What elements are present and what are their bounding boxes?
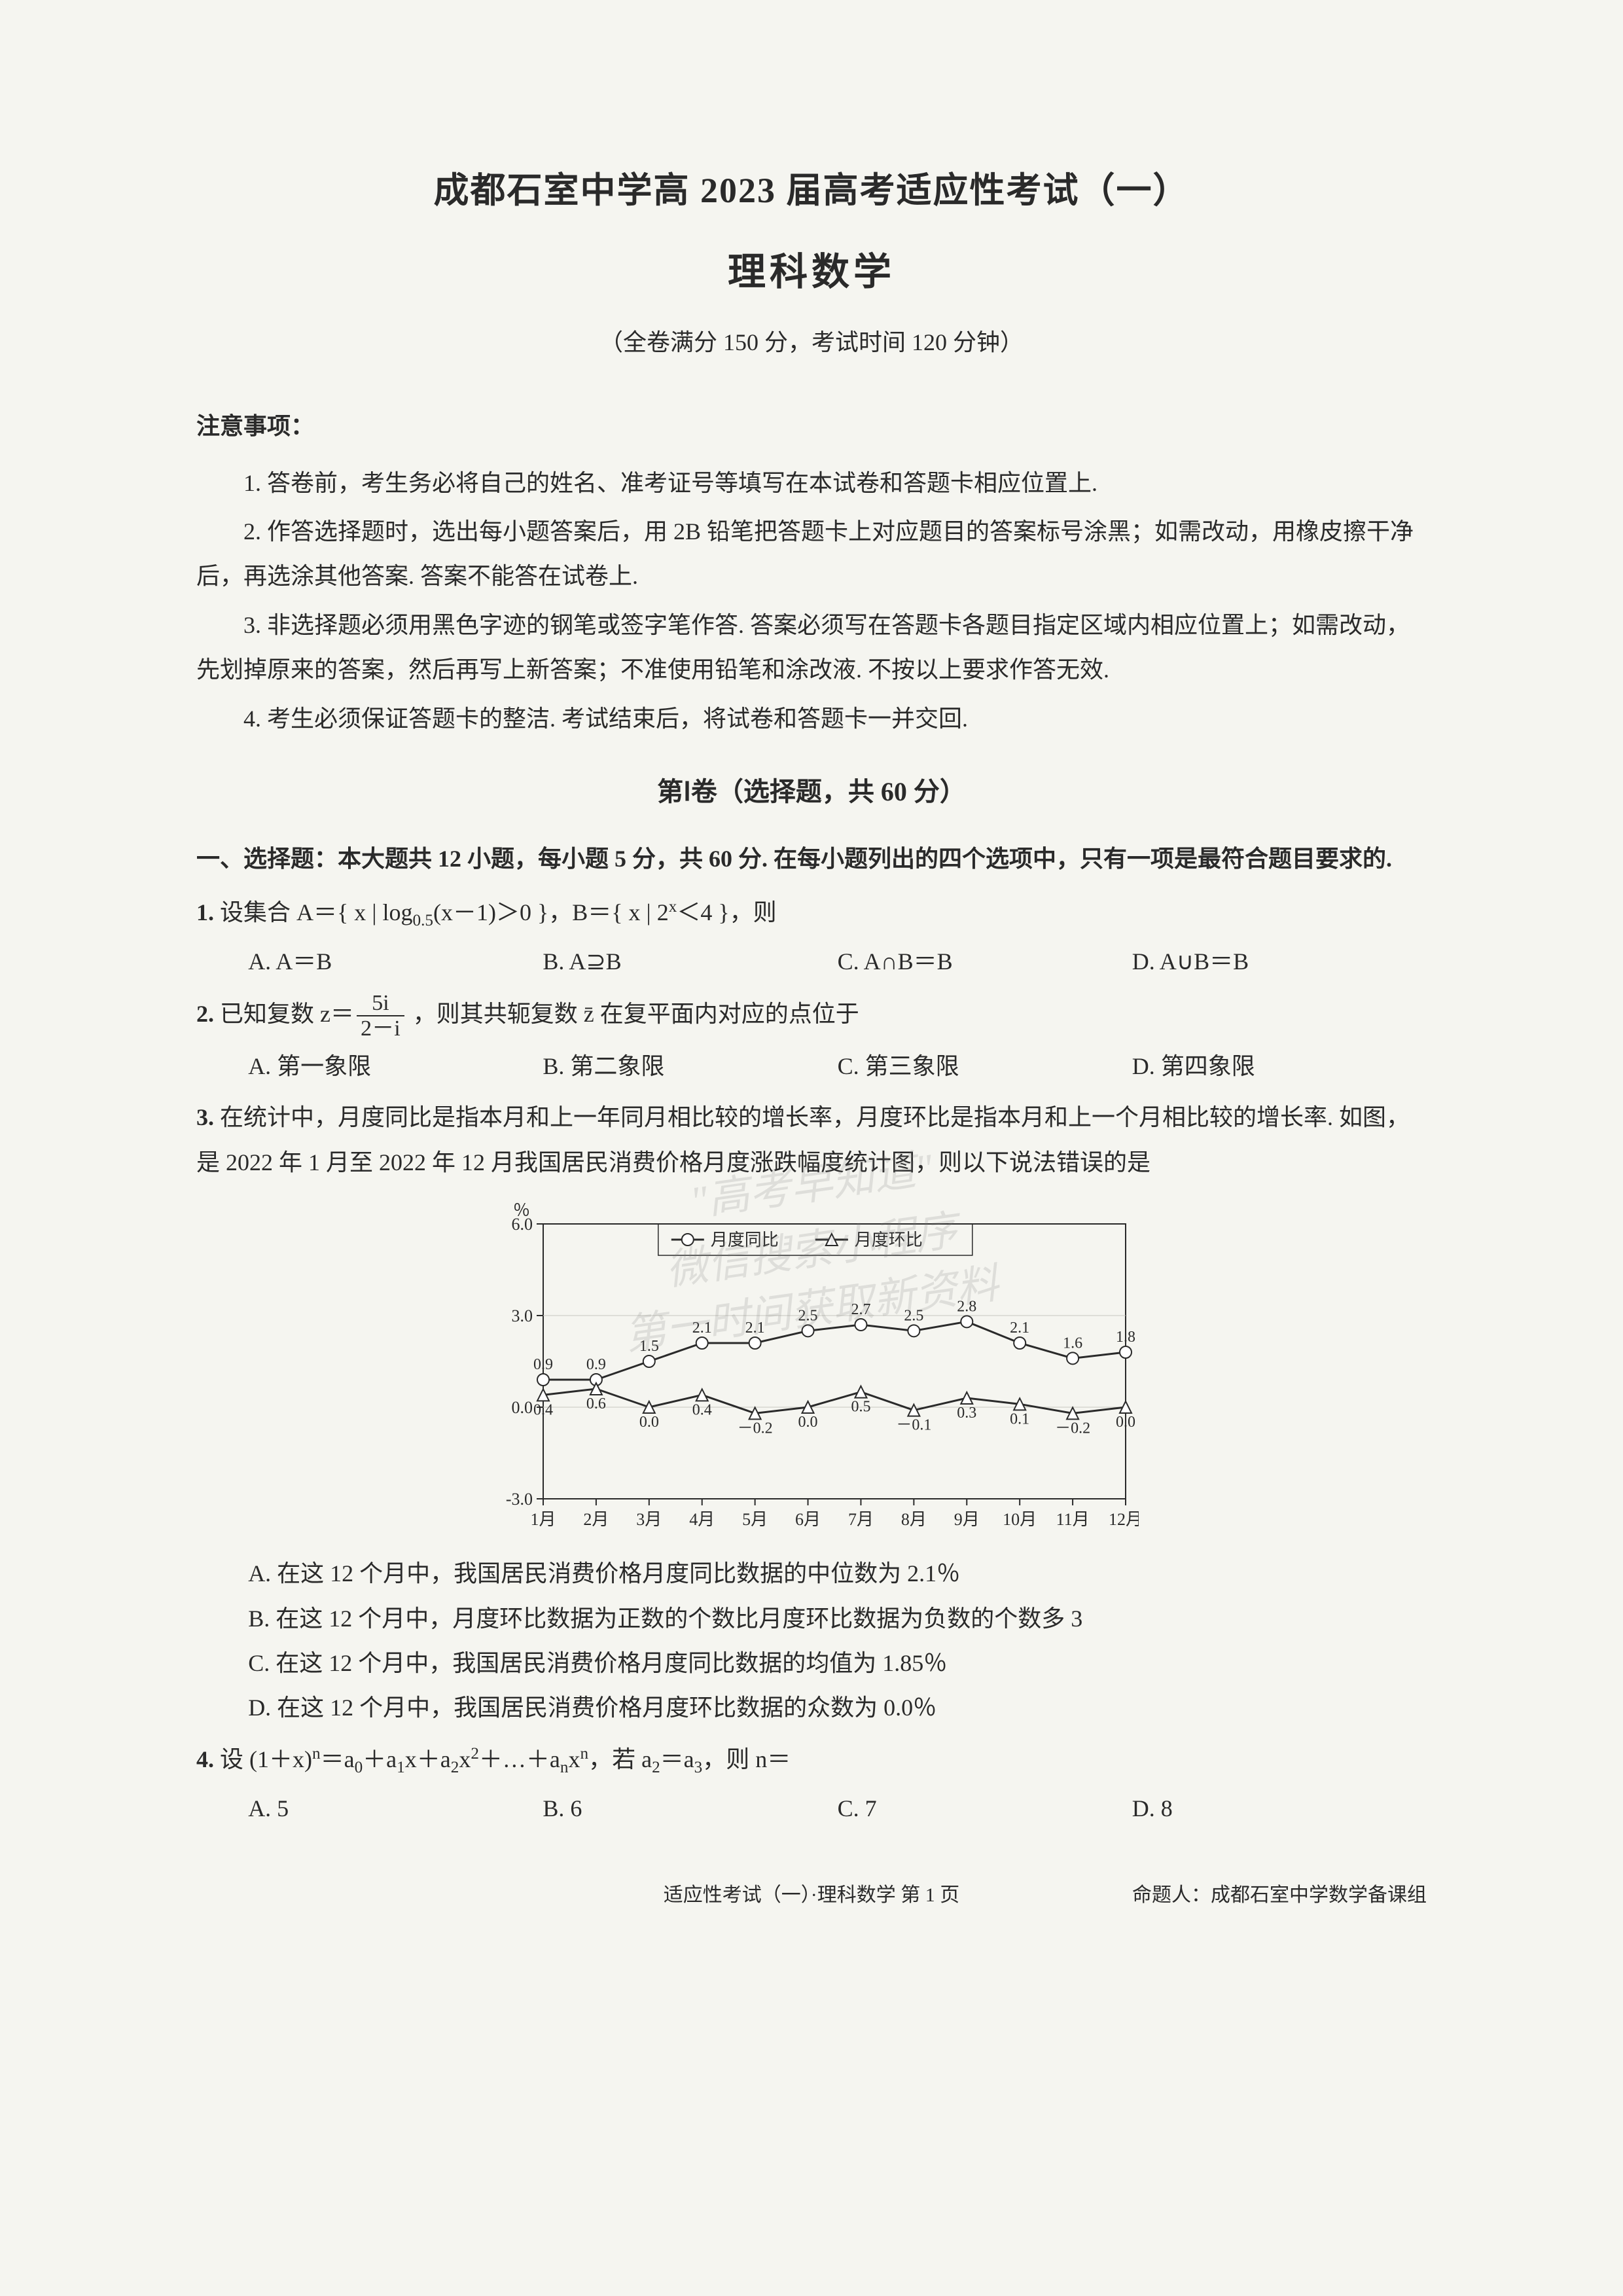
q3-stem: 3. 在统计中，月度同比是指本月和上一年同月相比较的增长率，月度环比是指本月和上… bbox=[196, 1095, 1427, 1185]
svg-text:0.5: 0.5 bbox=[851, 1399, 870, 1416]
svg-text:1.8: 1.8 bbox=[1116, 1329, 1135, 1346]
q3-option-c: C. 在这 12 个月中，我国居民消费价格月度同比数据的均值为 1.85％ bbox=[248, 1641, 1427, 1685]
exam-info: （全卷满分 150 分，考试时间 120 分钟） bbox=[196, 320, 1427, 365]
q2-stem: 2. 已知复数 z＝5i2－i ，则其共轭复数 z̄ 在复平面内对应的点位于 bbox=[196, 991, 1427, 1041]
svg-text:2.5: 2.5 bbox=[904, 1307, 923, 1324]
svg-text:9月: 9月 bbox=[954, 1510, 980, 1529]
svg-text:0.6: 0.6 bbox=[586, 1395, 606, 1412]
svg-text:4月: 4月 bbox=[689, 1510, 715, 1529]
svg-text:0.0: 0.0 bbox=[512, 1398, 533, 1417]
page-footer: 适应性考试（一）·理科数学 第 1 页 命题人：成都石室中学数学备课组 bbox=[196, 1876, 1427, 1914]
q1-option-d: D. A∪B＝B bbox=[1132, 939, 1427, 984]
svg-text:月度同比: 月度同比 bbox=[711, 1230, 779, 1249]
q2-fraction: 5i2－i bbox=[354, 991, 407, 1041]
svg-text:2.5: 2.5 bbox=[798, 1307, 818, 1324]
exam-title-main: 成都石室中学高 2023 届高考适应性考试（一） bbox=[196, 157, 1427, 224]
q1-option-a: A. A＝B bbox=[248, 939, 543, 984]
q4-option-d: D. 8 bbox=[1132, 1786, 1427, 1831]
q4-option-c: C. 7 bbox=[838, 1786, 1132, 1831]
svg-text:3月: 3月 bbox=[636, 1510, 662, 1529]
svg-text:0.0: 0.0 bbox=[1116, 1414, 1135, 1431]
q1-options: A. A＝B B. A⊇B C. A∩B＝B D. A∪B＝B bbox=[196, 939, 1427, 984]
svg-text:0.3: 0.3 bbox=[957, 1405, 976, 1422]
svg-text:1.6: 1.6 bbox=[1063, 1335, 1082, 1352]
svg-text:－0.2: －0.2 bbox=[738, 1420, 773, 1437]
q3-option-b: B. 在这 12 个月中，月度环比数据为正数的个数比月度环比数据为负数的个数多 … bbox=[248, 1596, 1427, 1641]
svg-text:8月: 8月 bbox=[901, 1510, 927, 1529]
svg-text:10月: 10月 bbox=[1003, 1510, 1037, 1529]
svg-text:0.0: 0.0 bbox=[798, 1414, 818, 1431]
q4-stem: 4. 设 (1＋x)n＝a0＋a1x＋a2x2＋…＋anxn，若 a2＝a3，则… bbox=[196, 1737, 1427, 1784]
svg-text:6月: 6月 bbox=[795, 1510, 821, 1529]
q1-option-b: B. A⊇B bbox=[543, 939, 837, 984]
svg-text:2月: 2月 bbox=[583, 1510, 609, 1529]
svg-text:-3.0: -3.0 bbox=[506, 1490, 533, 1509]
svg-text:1月: 1月 bbox=[530, 1510, 556, 1529]
svg-text:0.0: 0.0 bbox=[639, 1414, 659, 1431]
q3-options: A. 在这 12 个月中，我国居民消费价格月度同比数据的中位数为 2.1％ B.… bbox=[196, 1551, 1427, 1731]
q2-number: 2. bbox=[196, 1001, 214, 1027]
q3-chart-svg: ％-3.00.03.06.01月2月3月4月5月6月7月8月9月10月11月12… bbox=[484, 1198, 1139, 1538]
svg-text:11月: 11月 bbox=[1056, 1510, 1090, 1529]
footer-left bbox=[196, 1876, 602, 1914]
notice-heading: 注意事项： bbox=[196, 404, 1427, 448]
svg-text:1.5: 1.5 bbox=[639, 1338, 659, 1355]
svg-text:2.1: 2.1 bbox=[745, 1319, 765, 1336]
q1-number: 1. bbox=[196, 899, 214, 925]
footer-center: 适应性考试（一）·理科数学 第 1 页 bbox=[602, 1876, 1020, 1914]
svg-text:－0.2: －0.2 bbox=[1055, 1420, 1090, 1437]
svg-text:－0.1: －0.1 bbox=[896, 1417, 931, 1434]
q3-option-d: D. 在这 12 个月中，我国居民消费价格月度环比数据的众数为 0.0％ bbox=[248, 1685, 1427, 1730]
q2-option-c: C. 第三象限 bbox=[838, 1044, 1132, 1088]
q2-option-a: A. 第一象限 bbox=[248, 1044, 543, 1088]
svg-text:0.9: 0.9 bbox=[586, 1356, 606, 1373]
exam-title-subject: 理科数学 bbox=[196, 236, 1427, 308]
svg-text:2.1: 2.1 bbox=[692, 1319, 712, 1336]
part1-heading: 第Ⅰ卷（选择题，共 60 分） bbox=[196, 767, 1427, 817]
svg-text:3.0: 3.0 bbox=[512, 1306, 533, 1325]
exam-page: { "header": { "title_main": "成都石室中学高 202… bbox=[196, 157, 1427, 1914]
svg-text:0.9: 0.9 bbox=[533, 1356, 553, 1373]
svg-text:0.4: 0.4 bbox=[533, 1401, 553, 1418]
q2-option-d: D. 第四象限 bbox=[1132, 1044, 1427, 1088]
section1-instruction: 一、选择题：本大题共 12 小题，每小题 5 分，共 60 分. 在每小题列出的… bbox=[196, 836, 1427, 881]
q1-stem: 1. 设集合 A＝{ x | log0.5(x－1)＞0 }，B＝{ x | 2… bbox=[196, 890, 1427, 937]
q3-chart: ％-3.00.03.06.01月2月3月4月5月6月7月8月9月10月11月12… bbox=[484, 1198, 1139, 1538]
svg-text:2.8: 2.8 bbox=[957, 1298, 976, 1315]
question-2: 2. 已知复数 z＝5i2－i ，则其共轭复数 z̄ 在复平面内对应的点位于 A… bbox=[196, 991, 1427, 1089]
svg-text:6.0: 6.0 bbox=[512, 1215, 533, 1234]
q4-option-b: B. 6 bbox=[543, 1786, 837, 1831]
q3-number: 3. bbox=[196, 1104, 214, 1130]
svg-text:0.4: 0.4 bbox=[692, 1401, 712, 1418]
q4-number: 4. bbox=[196, 1746, 214, 1772]
question-1: 1. 设集合 A＝{ x | log0.5(x－1)＞0 }，B＝{ x | 2… bbox=[196, 890, 1427, 984]
notice-item-1: 1. 答卷前，考生务必将自己的姓名、准考证号等填写在本试卷和答题卡相应位置上. bbox=[196, 461, 1427, 505]
svg-text:7月: 7月 bbox=[848, 1510, 874, 1529]
q2-options: A. 第一象限 B. 第二象限 C. 第三象限 D. 第四象限 bbox=[196, 1044, 1427, 1088]
notice-item-2: 2. 作答选择题时，选出每小题答案后，用 2B 铅笔把答题卡上对应题目的答案标号… bbox=[196, 509, 1427, 599]
q2-option-b: B. 第二象限 bbox=[543, 1044, 837, 1088]
svg-text:月度环比: 月度环比 bbox=[855, 1230, 923, 1249]
question-3: 3. 在统计中，月度同比是指本月和上一年同月相比较的增长率，月度环比是指本月和上… bbox=[196, 1095, 1427, 1730]
svg-text:2.1: 2.1 bbox=[1010, 1319, 1029, 1336]
q1-option-c: C. A∩B＝B bbox=[838, 939, 1132, 984]
question-4: 4. 设 (1＋x)n＝a0＋a1x＋a2x2＋…＋anxn，若 a2＝a3，则… bbox=[196, 1737, 1427, 1831]
q4-option-a: A. 5 bbox=[248, 1786, 543, 1831]
notice-item-4: 4. 考生必须保证答题卡的整洁. 考试结束后，将试卷和答题卡一并交回. bbox=[196, 696, 1427, 741]
q4-options: A. 5 B. 6 C. 7 D. 8 bbox=[196, 1786, 1427, 1831]
notice-item-3: 3. 非选择题必须用黑色字迹的钢笔或签字笔作答. 答案必须写在答题卡各题目指定区… bbox=[196, 603, 1427, 692]
q3-option-a: A. 在这 12 个月中，我国居民消费价格月度同比数据的中位数为 2.1％ bbox=[248, 1551, 1427, 1596]
svg-text:0.1: 0.1 bbox=[1010, 1410, 1029, 1427]
svg-text:2.7: 2.7 bbox=[851, 1301, 870, 1318]
svg-text:5月: 5月 bbox=[742, 1510, 768, 1529]
footer-right: 命题人：成都石室中学数学备课组 bbox=[1021, 1876, 1427, 1914]
svg-text:12月: 12月 bbox=[1109, 1510, 1139, 1529]
